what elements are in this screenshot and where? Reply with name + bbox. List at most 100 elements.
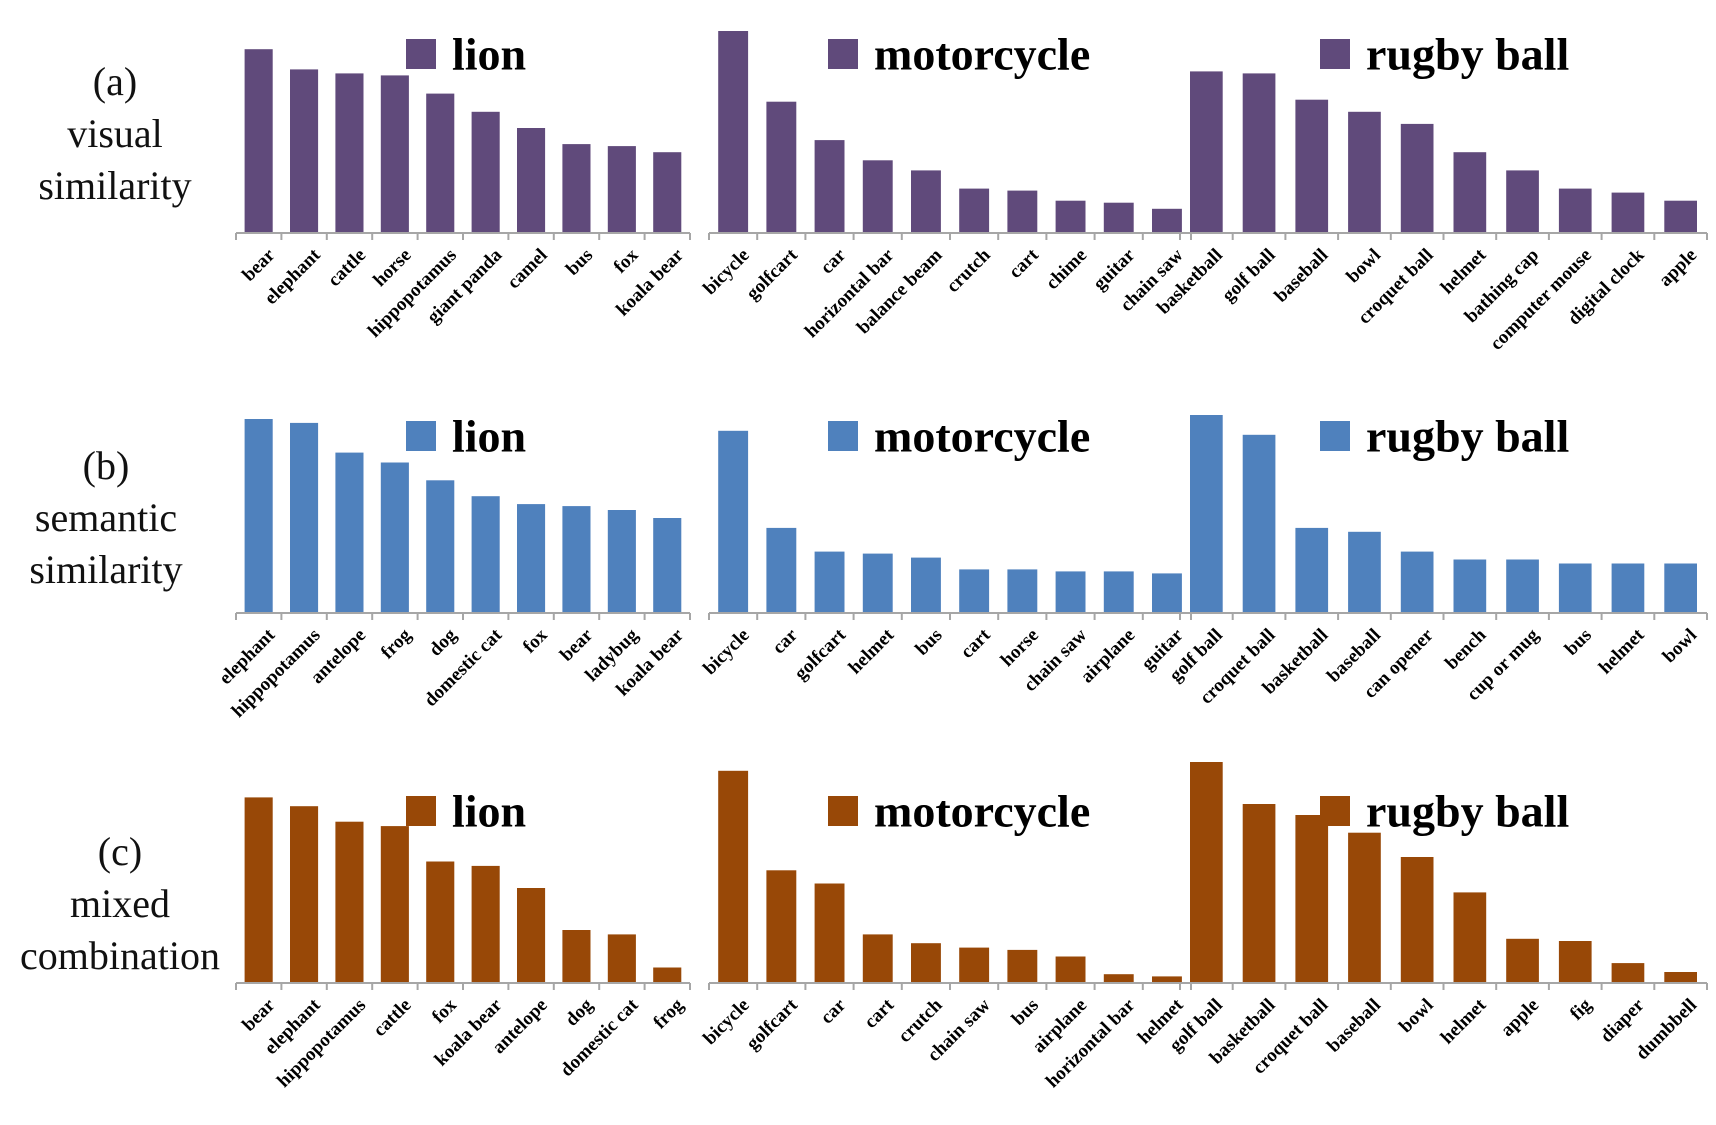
x-tick-label: bear <box>238 244 279 285</box>
bar <box>1152 208 1182 233</box>
bar <box>1007 949 1038 983</box>
bar <box>562 506 591 613</box>
bar <box>1103 571 1134 613</box>
bar <box>1295 99 1329 233</box>
bar <box>1242 434 1276 613</box>
bar <box>1400 857 1434 983</box>
x-tick-label: helmet <box>1437 994 1491 1048</box>
legend-swatch <box>406 39 436 69</box>
row-name-line: semantic <box>34 495 178 540</box>
bar <box>718 770 749 983</box>
bar <box>1453 559 1487 613</box>
bar <box>1664 563 1697 613</box>
x-tick-label: bus <box>562 245 597 280</box>
bar <box>290 69 319 234</box>
bar <box>814 883 845 983</box>
bar <box>1007 190 1038 233</box>
bar <box>1295 815 1329 983</box>
bar <box>335 452 364 613</box>
bar <box>1348 832 1381 983</box>
row-index-label: (a) <box>92 59 138 104</box>
bar <box>1103 974 1134 983</box>
bar <box>862 553 893 613</box>
bar <box>1453 892 1487 983</box>
x-tick-label: fox <box>519 624 552 657</box>
x-tick-label: balance beam <box>853 245 947 339</box>
legend-label: rugby ball <box>1366 411 1569 462</box>
row-name-line: similarity <box>29 547 183 592</box>
bar <box>1400 123 1434 233</box>
bar <box>562 930 591 983</box>
bar <box>718 31 749 233</box>
x-tick-label: dog <box>425 624 461 660</box>
bar <box>1506 559 1539 613</box>
bar <box>1055 200 1086 233</box>
legend-swatch <box>828 421 858 451</box>
x-tick-label: chime <box>1042 245 1091 294</box>
x-tick-label: car <box>817 244 851 278</box>
x-tick-label: frog <box>649 994 688 1033</box>
legend-label: motorcycle <box>874 29 1090 80</box>
bar <box>335 821 364 983</box>
bar <box>290 806 319 983</box>
x-tick-label: bowl <box>1343 245 1385 287</box>
bar <box>1055 956 1086 983</box>
row-name-line: combination <box>20 933 220 978</box>
bar <box>1506 170 1539 233</box>
x-tick-label: frog <box>377 624 416 663</box>
bar <box>1103 202 1134 233</box>
x-tick-label: helmet <box>845 624 899 678</box>
row-name-line: mixed <box>70 881 170 926</box>
bar <box>911 557 941 613</box>
x-tick-label: bicycle <box>699 625 753 679</box>
legend-swatch <box>1320 421 1350 451</box>
x-tick-label: bowl <box>1395 995 1437 1037</box>
bar <box>244 797 273 983</box>
bar <box>653 518 682 613</box>
x-tick-label: golfcart <box>790 624 850 684</box>
legend-label: rugby ball <box>1366 786 1569 837</box>
x-tick-label: car <box>768 624 802 658</box>
x-tick-label: fox <box>610 244 643 277</box>
bar <box>380 462 409 613</box>
bar <box>471 111 500 233</box>
x-tick-label: cart <box>860 994 898 1032</box>
bar <box>862 160 893 233</box>
bar <box>562 144 591 233</box>
bar <box>1506 938 1539 983</box>
x-tick-label: baseball <box>1270 245 1332 307</box>
x-tick-label: bus <box>1008 995 1043 1030</box>
legend-swatch <box>1320 39 1350 69</box>
bar <box>653 967 682 983</box>
bar <box>471 496 500 613</box>
bar <box>1242 73 1276 234</box>
bar <box>380 826 409 983</box>
bar <box>244 49 273 234</box>
legend-label: lion <box>452 29 526 80</box>
legend-label: lion <box>452 786 526 837</box>
bar <box>517 504 546 613</box>
x-tick-label: apple <box>1497 995 1543 1041</box>
row-name-line: similarity <box>38 163 192 208</box>
bar <box>380 75 409 234</box>
x-tick-label: crutch <box>943 244 995 296</box>
x-tick-label: bear <box>556 624 597 665</box>
bar <box>1007 569 1038 613</box>
bar <box>1558 941 1592 983</box>
bar <box>911 170 941 233</box>
bar <box>959 188 990 233</box>
row-label-mixed-combination: (c) mixed combination <box>0 826 240 982</box>
bar <box>1611 192 1645 233</box>
legend-swatch <box>1320 796 1350 826</box>
bar <box>766 527 797 613</box>
bar <box>1055 571 1086 613</box>
bar <box>862 934 893 983</box>
bar <box>517 888 546 983</box>
x-tick-label: bench <box>1441 624 1490 673</box>
x-tick-label: baseball <box>1323 995 1385 1057</box>
